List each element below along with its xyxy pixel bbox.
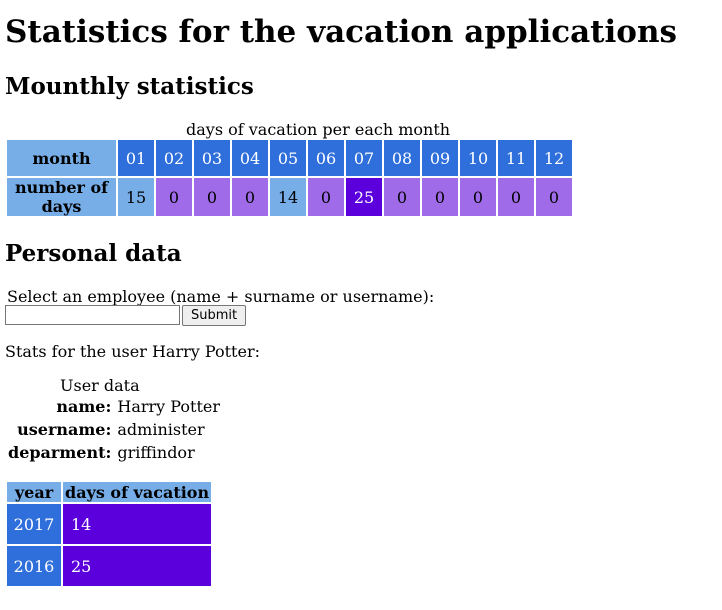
month-cell: 09 <box>422 140 458 176</box>
year-cell: 2017 <box>7 504 61 544</box>
select-employee-label: Select an employee (name + surname or us… <box>7 287 435 306</box>
user-data-key: name: <box>56 397 112 416</box>
submit-button[interactable]: Submit <box>182 305 247 326</box>
days-cell: 0 <box>194 178 230 216</box>
user-data-row: username: administer <box>6 419 222 440</box>
month-cell: 12 <box>536 140 572 176</box>
month-cell: 04 <box>232 140 268 176</box>
days-cell: 0 <box>308 178 344 216</box>
user-data-value: administer <box>117 420 205 439</box>
user-data-key: deparment: <box>8 443 112 462</box>
month-cell: 08 <box>384 140 420 176</box>
month-row-header: month <box>7 140 116 176</box>
days-cell: 0 <box>422 178 458 216</box>
days-cell: 25 <box>346 178 382 216</box>
yearly-table: year days of vacation 2017 14 2016 25 <box>5 480 213 588</box>
monthly-heading: Mounthly statistics <box>5 73 254 100</box>
personal-heading: Personal data <box>5 240 182 267</box>
month-cell: 01 <box>118 140 154 176</box>
days-cell: 0 <box>460 178 496 216</box>
page-title: Statistics for the vacation applications <box>5 14 677 50</box>
monthly-table: month 01 02 03 04 05 06 07 08 09 10 11 1… <box>5 138 574 218</box>
monthly-caption: days of vacation per each month <box>186 120 451 139</box>
user-data-caption: User data <box>60 376 140 395</box>
days-cell: 0 <box>536 178 572 216</box>
days-row: number of days 15 0 0 0 14 0 25 0 0 0 0 … <box>7 178 572 216</box>
user-data-row: deparment: griffindor <box>6 442 222 463</box>
days-column-header: days of vacation <box>63 482 212 502</box>
vacation-days-cell: 14 <box>63 504 212 544</box>
user-data-key: username: <box>17 420 112 439</box>
days-cell: 14 <box>270 178 306 216</box>
stats-user-text: Stats for the user Harry Potter: <box>5 342 260 361</box>
year-column-header: year <box>7 482 61 502</box>
table-row: 2017 14 <box>7 504 212 544</box>
days-cell: 15 <box>118 178 154 216</box>
month-cell: 07 <box>346 140 382 176</box>
month-cell: 06 <box>308 140 344 176</box>
days-cell: 0 <box>156 178 192 216</box>
user-data-value: Harry Potter <box>117 397 221 416</box>
days-row-header: number of days <box>7 178 116 216</box>
month-cell: 02 <box>156 140 192 176</box>
days-cell: 0 <box>498 178 534 216</box>
table-row: 2016 25 <box>7 546 212 586</box>
user-data-value: griffindor <box>117 443 195 462</box>
vacation-days-cell: 25 <box>63 546 212 586</box>
month-cell: 05 <box>270 140 306 176</box>
yearly-header-row: year days of vacation <box>7 482 212 502</box>
days-cell: 0 <box>384 178 420 216</box>
month-row: month 01 02 03 04 05 06 07 08 09 10 11 1… <box>7 140 572 176</box>
user-data-table: name: Harry Potter username: administer … <box>4 394 224 465</box>
year-cell: 2016 <box>7 546 61 586</box>
month-cell: 11 <box>498 140 534 176</box>
month-cell: 03 <box>194 140 230 176</box>
month-cell: 10 <box>460 140 496 176</box>
user-data-row: name: Harry Potter <box>6 396 222 417</box>
days-cell: 0 <box>232 178 268 216</box>
employee-search-input[interactable] <box>5 305 180 325</box>
